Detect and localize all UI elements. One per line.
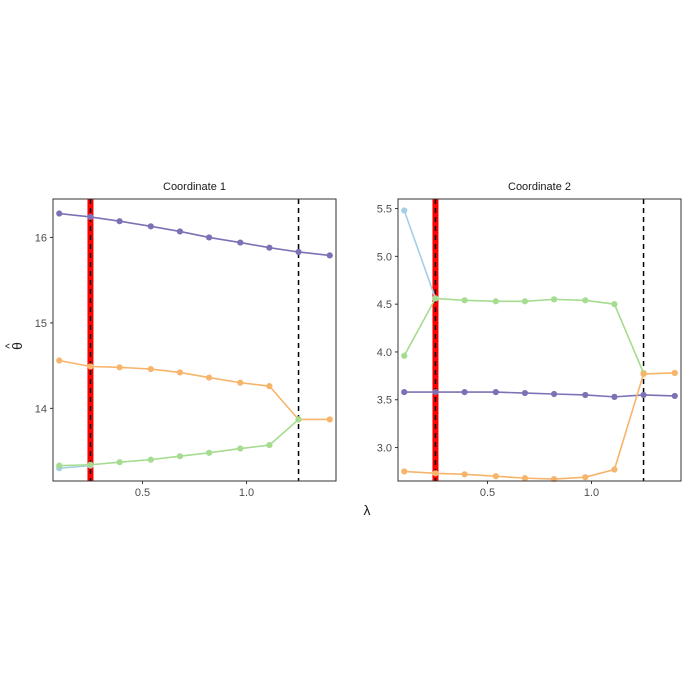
panel2-series-orange-point — [640, 370, 647, 378]
panel1-series-green-point — [205, 449, 213, 456]
panel2-series-lightblue-point — [401, 207, 408, 214]
panel2-series-purple-point — [550, 390, 558, 398]
panel2-series-orange-point — [611, 466, 618, 473]
panel1-series-orange-point — [205, 374, 213, 381]
panel1-xtick-label: 0.5 — [135, 487, 150, 499]
panel2-title: Coordinate 2 — [508, 181, 571, 193]
panel2-series-orange-point — [492, 473, 499, 480]
x-axis-label: λ — [364, 502, 371, 518]
panel1-series-green-point — [87, 461, 94, 468]
panel2-series-orange-point — [521, 475, 529, 482]
panel1-series-green-point — [295, 416, 302, 423]
panel2-series-purple-point — [432, 388, 439, 396]
panel2-series-purple-point — [671, 392, 678, 400]
panel2-series-orange-point — [582, 474, 589, 481]
panel2-series-purple-point — [521, 389, 529, 397]
panel2-ytick-label: 3.5 — [377, 395, 392, 407]
panel1-series-orange-point — [266, 383, 273, 390]
panel1-series-orange-point — [56, 357, 63, 364]
panel1-series-green-point — [56, 462, 63, 469]
panel1-title: Coordinate 1 — [163, 181, 226, 193]
panel2-series-green-line — [403, 297, 645, 374]
panel2-series-orange-point — [461, 471, 468, 478]
panel2-ytick-label: 5.0 — [377, 251, 392, 263]
panel2-series-purple-line — [404, 391, 675, 398]
panel1-xtick-label: 1.0 — [239, 487, 254, 499]
panel2-series-orange-point — [432, 470, 439, 477]
panel1-series-orange-point — [87, 363, 94, 370]
panel2-series-orange-line — [404, 372, 675, 480]
panel1-ytick-label: 15 — [35, 318, 47, 330]
panel1-series-green-point — [116, 459, 123, 466]
panel2-series-green-point — [550, 296, 558, 303]
panel2-series-lightblue-line — [403, 210, 437, 299]
panel2-series-green-point — [461, 297, 468, 304]
panel1-series-orange-point — [147, 365, 154, 373]
panel2-series-green-point — [582, 297, 589, 304]
panel1-series-orange-point — [176, 369, 184, 376]
y-axis-label-theta: θ — [9, 342, 25, 350]
panel2-series-purple-point — [582, 391, 589, 399]
panel1-series-green-point — [266, 442, 273, 449]
panel1-series-orange-point — [326, 416, 333, 423]
panel2-xtick-label: 0.5 — [480, 487, 495, 499]
panel1-series-purple-point — [87, 213, 94, 221]
panel1-series-orange-point — [116, 364, 123, 371]
panel1-ytick-label: 16 — [35, 232, 47, 244]
panel1-series-lightblue-line — [59, 464, 91, 469]
panel1-series-orange-point — [237, 379, 244, 386]
panel2-xtick-label: 1.0 — [584, 487, 599, 499]
panel2-series-green-point — [401, 352, 408, 359]
panel1-series-purple-point — [56, 210, 63, 217]
panel2-series-green-point — [611, 301, 618, 308]
panel1-series-orange-line — [59, 359, 330, 421]
panel2-series-purple-point — [401, 388, 408, 396]
panel1-series-purple-point — [116, 218, 123, 225]
panel1-border — [52, 198, 337, 482]
panel2-ytick-label: 5.5 — [377, 204, 392, 216]
panel1-series-purple-line — [59, 212, 330, 257]
panel2-ytick-label: 4.0 — [377, 347, 392, 359]
panel1-series-green-point — [237, 445, 244, 452]
panel1-series-green-point — [176, 453, 184, 460]
panel2-series-orange-point — [671, 369, 678, 377]
panel2-series-purple-point — [640, 391, 647, 399]
panel1-series-purple-point — [266, 244, 273, 251]
panel2-series-green-point — [492, 298, 499, 305]
panel1-series-purple-point — [176, 228, 184, 235]
y-axis-label-hat: ^ — [4, 343, 16, 349]
panel2-border — [397, 198, 682, 482]
panel1-ytick-label: 14 — [35, 403, 47, 415]
panel2-series-green-point — [432, 295, 439, 302]
panel1-series-purple-point — [326, 252, 333, 259]
panel1-series-purple-point — [147, 223, 154, 230]
panel2-series-green-point — [521, 298, 529, 305]
panel1-series-purple-point — [295, 248, 302, 256]
panel2-series-purple-point — [461, 388, 468, 396]
panel1-series-purple-point — [205, 234, 213, 241]
panel2-ytick-label: 3.0 — [377, 443, 392, 455]
panel2-series-purple-point — [492, 388, 499, 396]
panel1-series-green-point — [147, 456, 154, 463]
panel2-series-purple-point — [611, 393, 618, 400]
panel1-series-purple-point — [237, 239, 244, 246]
panel1-vline-red-band — [87, 199, 94, 481]
panel2-ytick-label: 4.5 — [377, 299, 392, 311]
y-axis-label: θ^ — [4, 342, 25, 350]
panel2-series-orange-point — [401, 468, 408, 475]
panel2-vline-red-band — [432, 199, 439, 481]
